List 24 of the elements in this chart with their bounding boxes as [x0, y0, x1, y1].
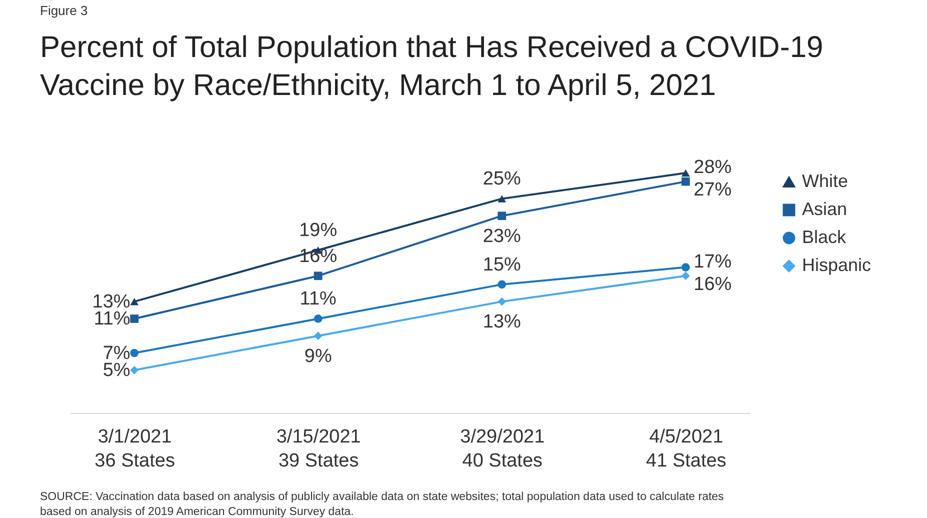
- data-label: 19%: [299, 220, 338, 242]
- data-label: 25%: [482, 168, 522, 190]
- data-label: 13%: [482, 312, 522, 333]
- data-label: 11%: [94, 308, 130, 330]
- data-label: 23%: [482, 226, 522, 247]
- data-label: 16%: [694, 274, 732, 295]
- chart-title: Percent of Total Population that Has Received a COVID-19 Vaccine by Race/Ethnicity, March 1 to April 5, 2021: [40, 31, 824, 102]
- source-note: SOURCE: Vaccination data based on analysis of publicly available data on state websites; total population data used to calculate rates based on analysis of 2019 American Community Survey data.: [40, 491, 724, 518]
- data-label: 15%: [482, 254, 522, 276]
- x-tick-label: 3/1/2021 36 States: [94, 426, 175, 472]
- x-tick-label: 3/29/2021 40 States: [460, 426, 545, 472]
- legend-label: Asian: [802, 199, 848, 219]
- data-label: 11%: [300, 288, 337, 310]
- legend-label: White: [802, 171, 848, 191]
- legend-label: Hispanic: [802, 255, 872, 275]
- x-tick-label: 4/5/2021 41 States: [646, 426, 726, 472]
- x-tick-label: 3/15/2021 39 States: [276, 426, 361, 472]
- data-label: 9%: [304, 346, 332, 367]
- caption: Figure 3: [40, 3, 88, 18]
- legend-label: Black: [802, 227, 848, 247]
- data-label: 16%: [299, 246, 338, 267]
- data-label: 28%: [694, 157, 732, 178]
- data-label: 17%: [694, 251, 732, 272]
- data-label: 27%: [694, 180, 732, 201]
